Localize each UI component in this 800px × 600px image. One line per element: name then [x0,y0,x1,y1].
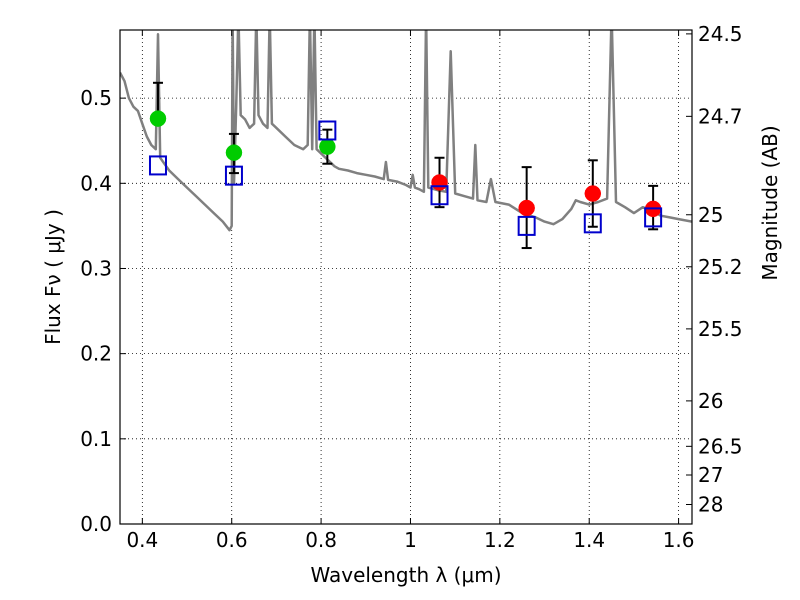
y2-tick-label: 27 [698,463,723,487]
model-band-box [430,185,449,206]
y2-tick-label: 25 [698,203,723,227]
model-spectrum-line [120,30,692,232]
axis-ticks: 0.4 0.6 0.8 1 1.2 1.4 1.6 0.0 0.1 0.2 0.3 0.4 0.5 24.… [80,22,742,552]
y-tick-label: 0.3 [80,256,112,280]
model-band-box [224,165,243,186]
y2-tick-label: 24.5 [698,22,743,46]
model-band-box [583,213,602,234]
optical-flux-point [225,144,243,161]
x-tick-label: 1.4 [573,528,605,552]
series-layer [120,30,692,232]
x-axis-label: Wavelength λ (μm) [310,563,501,587]
grid-lines [120,30,692,524]
model-band-box [148,155,167,176]
model-band-box [517,215,536,236]
y-tick-label: 0.5 [80,86,112,110]
nir-flux-point [584,185,602,202]
nir-flux-point [431,174,448,191]
y-tick-label: 0.4 [80,171,112,195]
x-tick-label: 1 [404,528,417,552]
model-band-box [318,120,337,141]
model-band-box [644,207,663,228]
y2-tick-label: 25.2 [698,255,743,279]
y2-tick-label: 25.5 [698,317,743,341]
y2-axis-label: Magnitude (AB) [758,125,782,280]
x-tick-label: 1.2 [484,528,516,552]
plot-frame [119,29,693,525]
y2-tick-label: 28 [698,492,723,516]
optical-flux-point [149,110,167,127]
x-tick-label: 0.6 [216,528,248,552]
optical-flux-point [319,138,336,155]
y-tick-label: 0.1 [80,427,112,451]
x-tick-label: 1.6 [663,528,695,552]
nir-flux-point [518,199,535,217]
x-tick-label: 0.4 [126,528,158,552]
y2-tick-label: 26.5 [698,434,743,458]
markers-layer [148,81,663,250]
y2-tick-label: 26 [698,389,723,413]
y2-tick-label: 24.7 [698,104,743,128]
y-tick-label: 0.2 [80,342,112,366]
x-tick-label: 0.8 [305,528,337,552]
y-tick-label: 0.0 [80,512,112,536]
y-axis-label: Flux Fν ( μJy ) [41,209,65,345]
plot-content [120,30,692,232]
